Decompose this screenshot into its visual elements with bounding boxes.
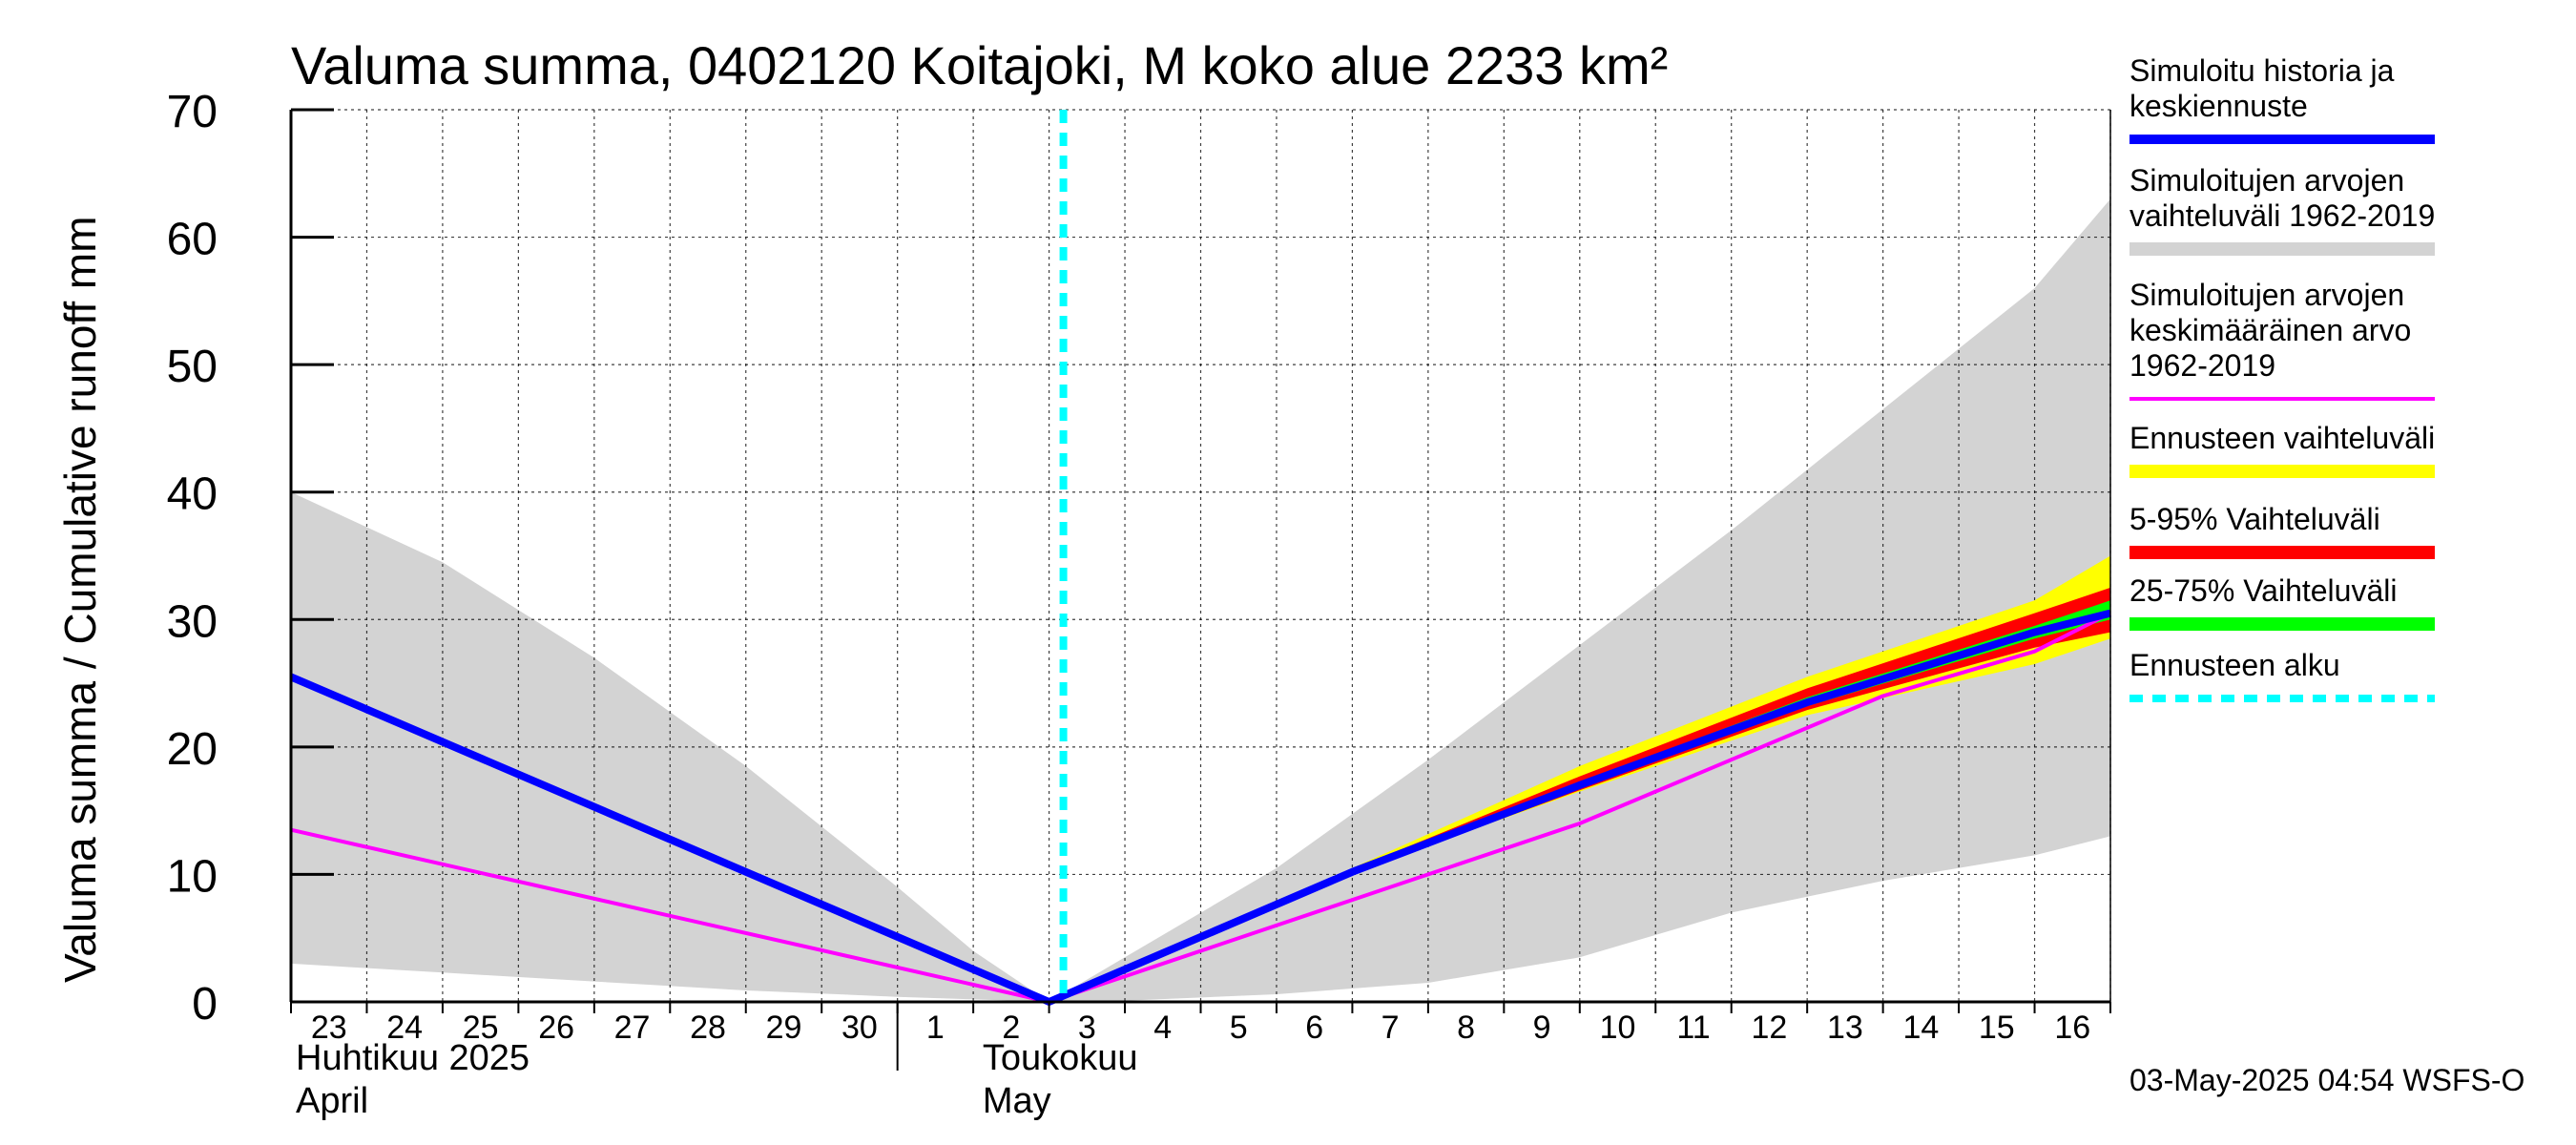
- legend-label: Ennusteen vaihteluväli: [2129, 421, 2435, 455]
- y-tick-label: 20: [167, 724, 218, 775]
- x-tick-label: 14: [1902, 1010, 1939, 1046]
- legend-label: keskimääräinen arvo: [2129, 313, 2411, 347]
- x-tick-label: 3: [1078, 1010, 1096, 1046]
- x-tick-label: 10: [1600, 1010, 1636, 1046]
- y-tick-label: 30: [167, 596, 218, 647]
- x-tick-label: 25: [463, 1010, 499, 1046]
- legend-label: 1962-2019: [2129, 348, 2275, 383]
- x-tick-label: 5: [1230, 1010, 1248, 1046]
- historical-mean-line: [290, 611, 2111, 1004]
- legend-label: vaihteluväli 1962-2019: [2129, 198, 2435, 233]
- legend-label: Simuloitujen arvojen: [2129, 278, 2404, 312]
- x-tick-label: 8: [1457, 1010, 1475, 1046]
- month-label-en: May: [983, 1081, 1051, 1121]
- x-tick-label: 13: [1827, 1010, 1863, 1046]
- month-label: Huhtikuu 2025: [296, 1038, 530, 1078]
- month-label-en: April: [296, 1081, 368, 1121]
- x-tick-label: 23: [311, 1010, 347, 1046]
- x-tick-label: 24: [386, 1010, 423, 1046]
- x-tick-label: 28: [690, 1010, 726, 1046]
- y-tick-label: 70: [167, 87, 218, 137]
- legend-label: Simuloitujen arvojen: [2129, 163, 2404, 198]
- footer-timestamp: 03-May-2025 04:54 WSFS-O: [2129, 1063, 2524, 1097]
- y-tick-label: 50: [167, 342, 218, 392]
- legend-label: Simuloitu historia ja: [2129, 53, 2395, 88]
- x-tick-label: 15: [1979, 1010, 2015, 1046]
- x-tick-label: 4: [1153, 1010, 1172, 1046]
- y-axis-label: Valuma summa / Cumulative runoff mm: [55, 216, 105, 983]
- x-tick-label: 29: [766, 1010, 802, 1046]
- legend-label: keskiennuste: [2129, 89, 2308, 123]
- month-label: Toukokuu: [983, 1038, 1138, 1078]
- x-tick-label: 11: [1676, 1010, 1710, 1046]
- x-tick-label: 2: [1002, 1010, 1020, 1046]
- historical-range-band: [291, 198, 2110, 1002]
- x-tick-label: 6: [1305, 1010, 1323, 1046]
- x-tick-label: 12: [1752, 1010, 1788, 1046]
- chart-title: Valuma summa, 0402120 Koitajoki, M koko …: [291, 35, 1668, 95]
- legend-label: 5-95% Vaihteluväli: [2129, 502, 2380, 536]
- x-tick-label: 30: [841, 1010, 878, 1046]
- legend-label: Ennusteen alku: [2129, 648, 2340, 682]
- y-tick-label: 40: [167, 469, 218, 520]
- x-tick-label: 9: [1533, 1010, 1551, 1046]
- y-tick-label: 0: [192, 979, 218, 1030]
- x-tick-label: 27: [614, 1010, 651, 1046]
- y-tick-label: 60: [167, 215, 218, 265]
- legend-label: 25-75% Vaihteluväli: [2129, 573, 2397, 608]
- x-tick-label: 1: [926, 1010, 945, 1046]
- x-tick-label: 26: [538, 1010, 574, 1046]
- x-tick-label: 7: [1381, 1010, 1400, 1046]
- y-tick-label: 10: [167, 851, 218, 902]
- x-tick-label: 16: [2054, 1010, 2090, 1046]
